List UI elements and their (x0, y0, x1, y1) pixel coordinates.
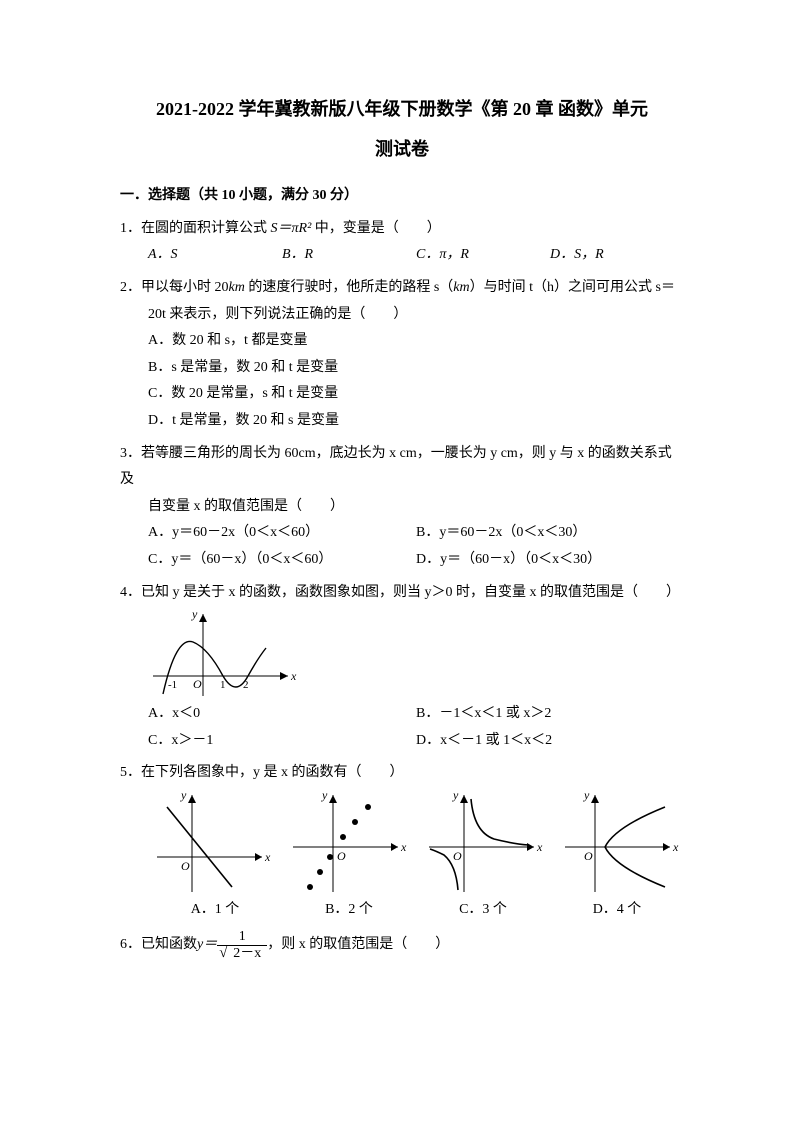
svg-text:x: x (264, 850, 271, 864)
q6-denominator: 2－x (217, 946, 267, 961)
question-3-line2: 自变量 x 的取值范围是（ ） (120, 494, 684, 521)
q5-fig-4: x y O (556, 787, 684, 897)
q2-km1: km (229, 280, 245, 295)
q3-opt-a: A．y＝60－2x（0＜x＜60） (148, 520, 416, 547)
q6-pre: 6．已知函数 (120, 932, 197, 959)
question-1: 1．在圆的面积计算公式 S＝πR² 中，变量是（ ） (120, 216, 684, 243)
svg-text:-1: -1 (168, 679, 177, 691)
q1-opt-b: B．R (282, 247, 313, 262)
svg-text:1: 1 (220, 679, 226, 691)
q2-opt-c: C．数 20 是常量，s 和 t 是变量 (120, 381, 684, 408)
q4-figure: x y O -1 1 2 (120, 606, 684, 701)
q4-opts-row2: C．x＞－1 D．x＜－1 或 1＜x＜2 (120, 728, 684, 755)
q1-stem-post: 中，变量是（ ） (311, 221, 441, 236)
q5-fig-2: x y O (284, 787, 412, 897)
q4-opt-b: B．－1＜x＜1 或 x＞2 (416, 701, 684, 728)
q4-opt-a: A．x＜0 (148, 701, 416, 728)
question-5: 5．在下列各图象中，y 是 x 的函数有（ ） (120, 760, 684, 787)
svg-text:x: x (672, 840, 679, 854)
q3-opt-c: C．y＝（60－x）（0＜x＜60） (148, 547, 416, 574)
q1-stem-pre: 1．在圆的面积计算公式 (120, 221, 271, 236)
q2-km2: km (453, 280, 469, 295)
q3-opts-row2: C．y＝（60－x）（0＜x＜60） D．y＝（60－x）（0＜x＜30） (120, 547, 684, 574)
q2-opt-a: A．数 20 和 s，t 都是变量 (120, 328, 684, 355)
q6-numerator: 1 (217, 929, 267, 945)
q4-opt-d: D．x＜－1 或 1＜x＜2 (416, 728, 684, 755)
q2-opt-b: B．s 是常量，数 20 和 t 是变量 (120, 355, 684, 382)
question-4: 4．已知 y 是关于 x 的函数，函数图象如图，则当 y＞0 时，自变量 x 的… (120, 580, 684, 607)
q3-opt-b: B．y＝60－2x（0＜x＜30） (416, 520, 684, 547)
q5-fig-3: x y O (420, 787, 548, 897)
svg-text:O: O (584, 849, 593, 863)
question-2: 2．甲以每小时 20km 的速度行驶时，他所走的路程 s（km）与时间 t（h）… (120, 275, 684, 302)
q3-opt-d: D．y＝（60－x）（0＜x＜30） (416, 547, 684, 574)
question-6: 6．已知函数 y＝ 1 2－x ，则 x 的取值范围是（ ） (120, 929, 684, 961)
q5-fig-1: x y O (148, 787, 276, 897)
q5-options: A．1 个 B．2 个 C．3 个 D．4 个 (120, 897, 684, 924)
q1-options: A．S B．R C．π，R D．S，R (120, 242, 684, 269)
q1-opt-a: A．S (148, 247, 178, 262)
svg-text:y: y (583, 788, 590, 802)
q5-opt-b: B．2 个 (282, 897, 416, 924)
q2-opt-d: D．t 是常量，数 20 和 s 是变量 (120, 408, 684, 435)
q1-opt-c: C．π，R (416, 247, 469, 262)
q5-opt-c: C．3 个 (416, 897, 550, 924)
q2-l1-mid: 的速度行驶时，他所走的路程 s（ (245, 280, 453, 295)
q5-opt-a: A．1 个 (148, 897, 282, 924)
page-title-line-2: 测试卷 (120, 130, 684, 170)
svg-text:x: x (536, 840, 543, 854)
q1-formula: S＝πR² (271, 221, 312, 236)
svg-text:y: y (452, 788, 459, 802)
question-3-line1: 3．若等腰三角形的周长为 60cm，底边长为 x cm，一腰长为 y cm，则 … (120, 441, 684, 494)
q4-origin: O (193, 677, 202, 691)
q1-opt-d: D．S，R (550, 247, 604, 262)
q6-fraction: 1 2－x (217, 929, 267, 961)
q6-yeq: y＝ (197, 932, 217, 959)
q5-opt-d: D．4 个 (550, 897, 684, 924)
q3-opts-row1: A．y＝60－2x（0＜x＜60） B．y＝60－2x（0＜x＜30） (120, 520, 684, 547)
svg-text:x: x (400, 840, 407, 854)
q5-figures: x y O x y O x y (120, 787, 684, 897)
q4-y-label: y (191, 607, 198, 621)
svg-text:O: O (337, 849, 346, 863)
q2-l1-mid2: ）与时间 t（h）之间可用公式 s＝ (470, 280, 675, 295)
svg-text:O: O (181, 859, 190, 873)
svg-text:y: y (180, 788, 187, 802)
section-heading: 一．选择题（共 10 小题，满分 30 分） (120, 183, 684, 210)
svg-text:O: O (453, 849, 462, 863)
q2-line2: 20t 来表示，则下列说法正确的是（ ） (120, 302, 684, 329)
q4-opts-row1: A．x＜0 B．－1＜x＜1 或 x＞2 (120, 701, 684, 728)
q6-post: ，则 x 的取值范围是（ ） (267, 932, 449, 959)
svg-text:y: y (321, 788, 328, 802)
q4-opt-c: C．x＞－1 (148, 728, 416, 755)
q2-l1-pre: 2．甲以每小时 20 (120, 280, 229, 295)
page-title-line-1: 2021-2022 学年冀教新版八年级下册数学《第 20 章 函数》单元 (120, 90, 684, 130)
q4-x-label: x (290, 669, 297, 683)
